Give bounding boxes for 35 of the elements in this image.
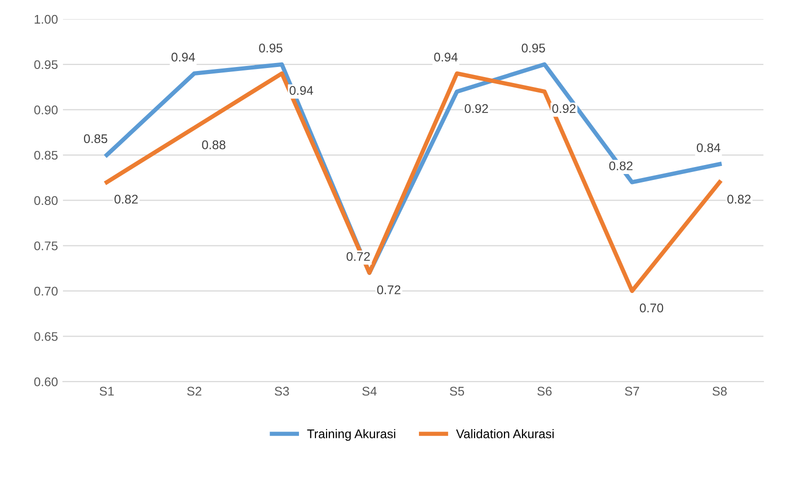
- data-label: 0.85: [84, 134, 108, 144]
- data-label: 0.88: [202, 140, 226, 150]
- x-tick-label: S4: [362, 386, 377, 396]
- y-tick-label: 0.95: [34, 60, 58, 70]
- legend-label: Training Akurasi: [307, 429, 396, 441]
- y-tick-label: 0.70: [34, 286, 58, 296]
- data-label: 0.72: [377, 285, 400, 294]
- data-label: 0.84: [696, 143, 720, 152]
- x-tick-label: S1: [100, 386, 114, 396]
- y-tick-label: 1.00: [34, 14, 58, 24]
- data-label: 0.92: [464, 104, 488, 113]
- x-tick-label: S6: [537, 386, 552, 396]
- x-tick-label: S2: [187, 386, 202, 396]
- data-label: 0.82: [727, 194, 751, 204]
- data-label: 0.82: [609, 161, 632, 170]
- y-tick-label: 0.75: [34, 241, 58, 250]
- legend-label: Validation Akurasi: [456, 429, 554, 438]
- x-tick-label: S8: [712, 386, 727, 396]
- y-tick-label: 0.85: [34, 150, 58, 160]
- data-label: 0.70: [640, 304, 664, 312]
- x-tick-label: S3: [274, 386, 289, 396]
- data-label: 0.95: [522, 44, 546, 52]
- data-label: 0.72: [346, 252, 370, 261]
- x-tick-label: S5: [450, 386, 464, 396]
- data-label: 0.94: [290, 86, 314, 95]
- data-label: 0.92: [552, 104, 576, 113]
- y-tick-label: 0.65: [34, 332, 58, 341]
- data-label: 0.95: [259, 44, 282, 52]
- data-label: 0.82: [114, 194, 138, 204]
- y-tick-label: 0.60: [34, 377, 58, 386]
- x-tick-label: S7: [624, 386, 640, 396]
- data-label: 0.94: [434, 52, 458, 62]
- data-label: 0.94: [172, 52, 195, 62]
- y-tick-label: 0.90: [34, 106, 58, 114]
- y-tick-label: 0.80: [34, 196, 58, 205]
